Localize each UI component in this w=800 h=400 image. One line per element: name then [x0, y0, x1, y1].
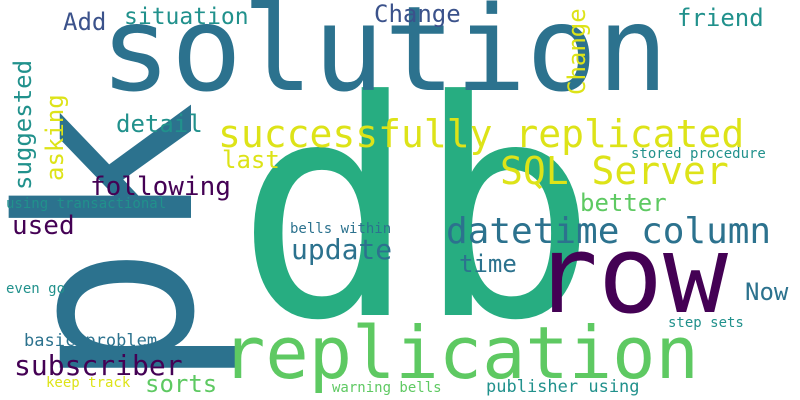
- word-now: Now: [745, 278, 789, 306]
- word-change-right: Change: [563, 8, 591, 95]
- word-db: db: [236, 37, 598, 386]
- word-even-go: even go: [6, 281, 66, 297]
- word-add: Add: [63, 8, 107, 36]
- word-following: following: [90, 172, 231, 202]
- word-time: time: [459, 250, 517, 278]
- word-subscriber: subscriber: [14, 349, 183, 382]
- word-step-sets: step sets: [668, 315, 744, 331]
- word-publisher-using: publisher using: [486, 377, 640, 397]
- word-suggested: suggested: [9, 59, 37, 190]
- word-used: used: [12, 211, 75, 241]
- word-asking: asking: [41, 94, 69, 181]
- word-row: row: [533, 213, 729, 338]
- word-update: update: [291, 233, 393, 266]
- word-better: better: [580, 189, 667, 217]
- word-keep-track: keep track: [46, 375, 131, 391]
- word-replication: replication: [222, 311, 699, 395]
- word-sorts: sorts: [145, 370, 218, 398]
- word-friend: friend: [677, 4, 764, 32]
- word-situation: situation: [124, 4, 249, 30]
- word-successfully-replicated: successfully replicated: [218, 112, 745, 156]
- word-using-transactional: using transactional: [6, 196, 167, 212]
- word-solution: solution: [100, 0, 669, 118]
- word-stored-procedure: stored procedure: [631, 146, 766, 162]
- word-sql-server: SQL Server: [500, 149, 729, 193]
- word-bells-within: bells within: [290, 221, 392, 237]
- word-last: last: [222, 146, 280, 174]
- word-basic-problem: basic problem: [24, 331, 158, 351]
- word-datetime-column: datetime column: [446, 211, 772, 252]
- word-detail: detail: [116, 110, 203, 138]
- word-warning-bells: warning bells: [332, 380, 442, 396]
- word-change-top: Change: [374, 0, 461, 28]
